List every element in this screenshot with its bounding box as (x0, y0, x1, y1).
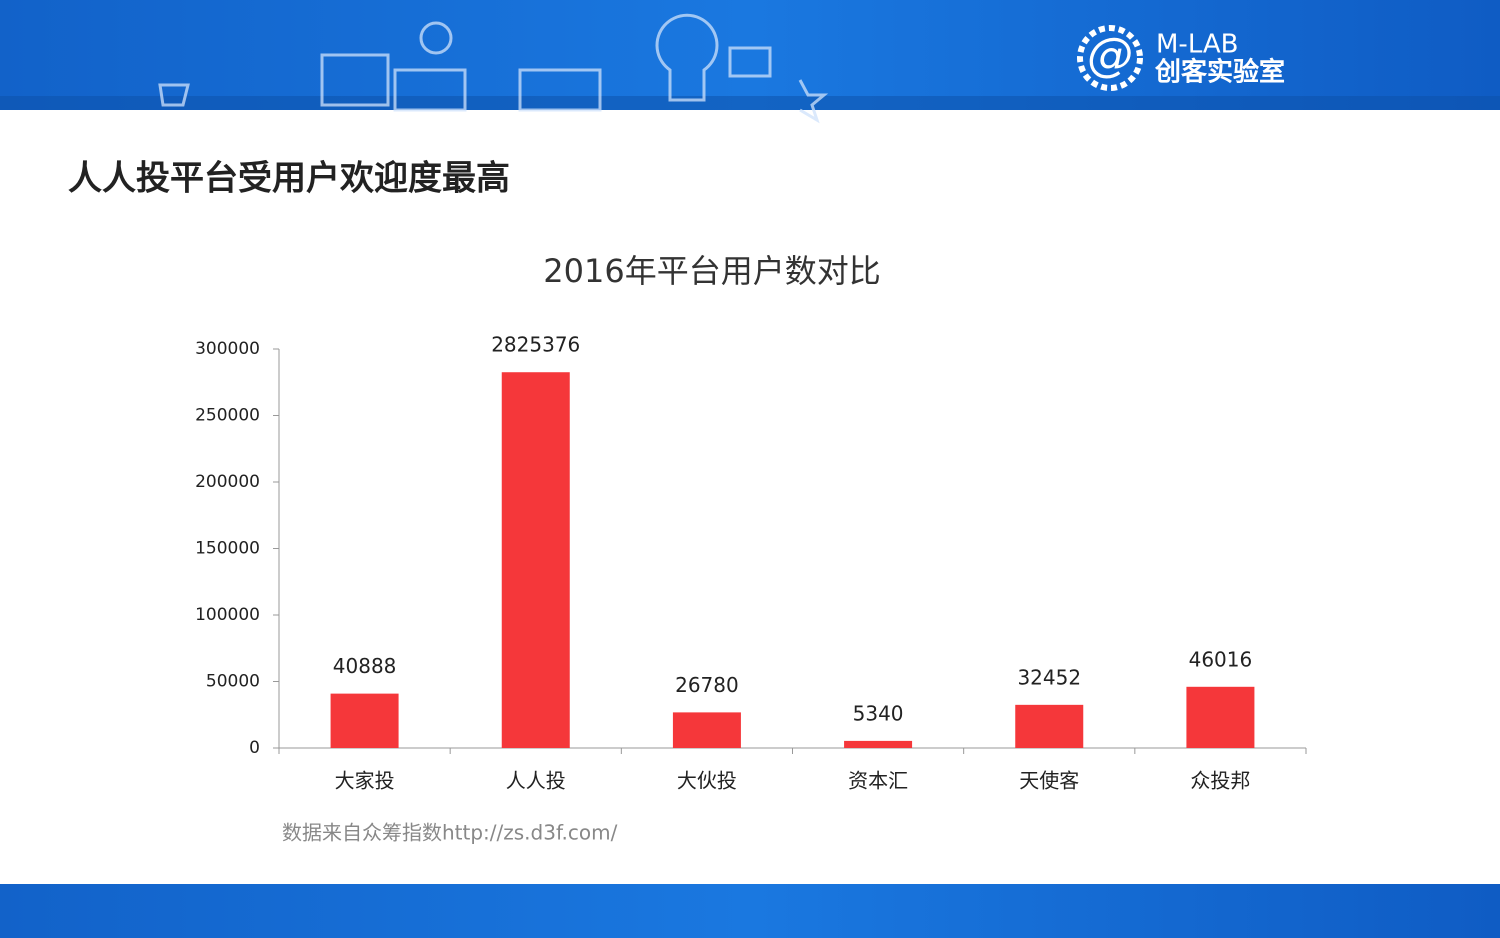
value-label: 32452 (1017, 665, 1081, 689)
bar (672, 712, 741, 748)
y-tick-label: 150000 (195, 539, 260, 559)
banner-edge (0, 96, 1500, 110)
top-banner (0, 0, 1500, 110)
brand-cn: 创客实验室 (1154, 57, 1285, 88)
slide-title: 人人投平台受用户欢迎度最高 (68, 159, 510, 199)
bar (844, 740, 913, 748)
y-tick-label: 300000 (195, 339, 260, 359)
y-tick-label: 200000 (195, 472, 260, 492)
decor-icons (158, 13, 829, 124)
x-tick-label: 大家投 (335, 769, 395, 793)
bottom-banner (0, 884, 1500, 938)
value-label: 26780 (675, 673, 739, 697)
brand: M-LAB (1156, 30, 1239, 60)
source-note: 数据来自众筹指数http://zs.d3f.com/ (282, 821, 618, 845)
x-tick-label: 大伙投 (677, 769, 737, 793)
bar (1186, 686, 1255, 748)
bar (501, 372, 570, 748)
value-label: 40888 (333, 654, 397, 678)
x-tick-label: 天使客 (1019, 769, 1079, 793)
x-tick-label: 资本汇 (848, 769, 908, 793)
value-label: 2825376 (491, 333, 580, 357)
y-tick-label: 50000 (206, 672, 260, 692)
bar (1015, 704, 1084, 748)
x-tick-label: 众投邦 (1190, 769, 1250, 793)
bar (330, 693, 399, 748)
x-tick-label: 人人投 (506, 769, 566, 793)
logo-gear (1077, 25, 1143, 91)
y-tick-label: 0 (249, 738, 260, 758)
y-tick-label: 250000 (195, 406, 260, 426)
value-label: 5340 (853, 701, 904, 725)
value-label: 46016 (1189, 647, 1253, 671)
logo-at: @ (1087, 28, 1133, 82)
y-tick-label: 100000 (195, 605, 260, 625)
chart-title: 2016年平台用户数对比 (543, 252, 880, 290)
